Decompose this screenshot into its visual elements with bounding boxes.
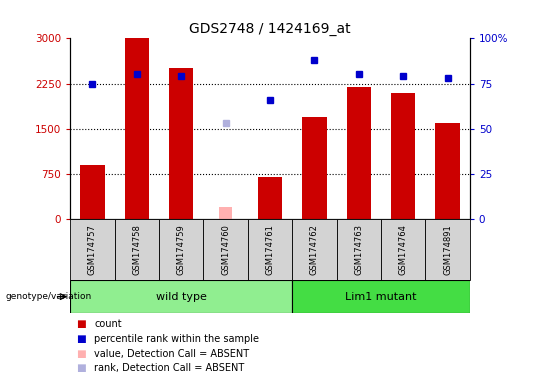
Bar	[258, 177, 282, 219]
Bar	[125, 38, 149, 219]
Bar	[347, 86, 371, 219]
Text: GSM174759: GSM174759	[177, 224, 186, 275]
Text: GSM174764: GSM174764	[399, 224, 408, 275]
Bar	[248, 219, 292, 280]
Text: ■: ■	[76, 363, 85, 373]
Text: ■: ■	[76, 319, 85, 329]
Bar	[391, 93, 415, 219]
Bar	[159, 219, 204, 280]
Bar	[336, 219, 381, 280]
Bar	[381, 219, 426, 280]
Text: genotype/variation: genotype/variation	[5, 292, 92, 301]
Text: GSM174763: GSM174763	[354, 224, 363, 275]
Bar	[426, 219, 470, 280]
Text: GSM174757: GSM174757	[88, 224, 97, 275]
Bar	[292, 219, 336, 280]
Text: count: count	[94, 319, 122, 329]
Text: GSM174762: GSM174762	[310, 224, 319, 275]
Text: GSM174760: GSM174760	[221, 224, 230, 275]
Bar	[204, 219, 248, 280]
Text: wild type: wild type	[156, 291, 207, 302]
Bar	[219, 207, 232, 219]
Bar	[302, 117, 327, 219]
Text: rank, Detection Call = ABSENT: rank, Detection Call = ABSENT	[94, 363, 245, 373]
Bar	[292, 280, 470, 313]
Bar	[80, 165, 105, 219]
Bar	[169, 68, 193, 219]
Bar	[435, 122, 460, 219]
Text: value, Detection Call = ABSENT: value, Detection Call = ABSENT	[94, 349, 249, 359]
Text: GSM174758: GSM174758	[132, 224, 141, 275]
Bar	[70, 219, 114, 280]
Text: Lim1 mutant: Lim1 mutant	[345, 291, 417, 302]
Text: percentile rank within the sample: percentile rank within the sample	[94, 334, 260, 344]
Title: GDS2748 / 1424169_at: GDS2748 / 1424169_at	[189, 22, 351, 36]
Text: GSM174891: GSM174891	[443, 224, 452, 275]
Text: ■: ■	[76, 349, 85, 359]
Text: ■: ■	[76, 334, 85, 344]
Bar	[70, 280, 292, 313]
Bar	[114, 219, 159, 280]
Text: GSM174761: GSM174761	[266, 224, 274, 275]
